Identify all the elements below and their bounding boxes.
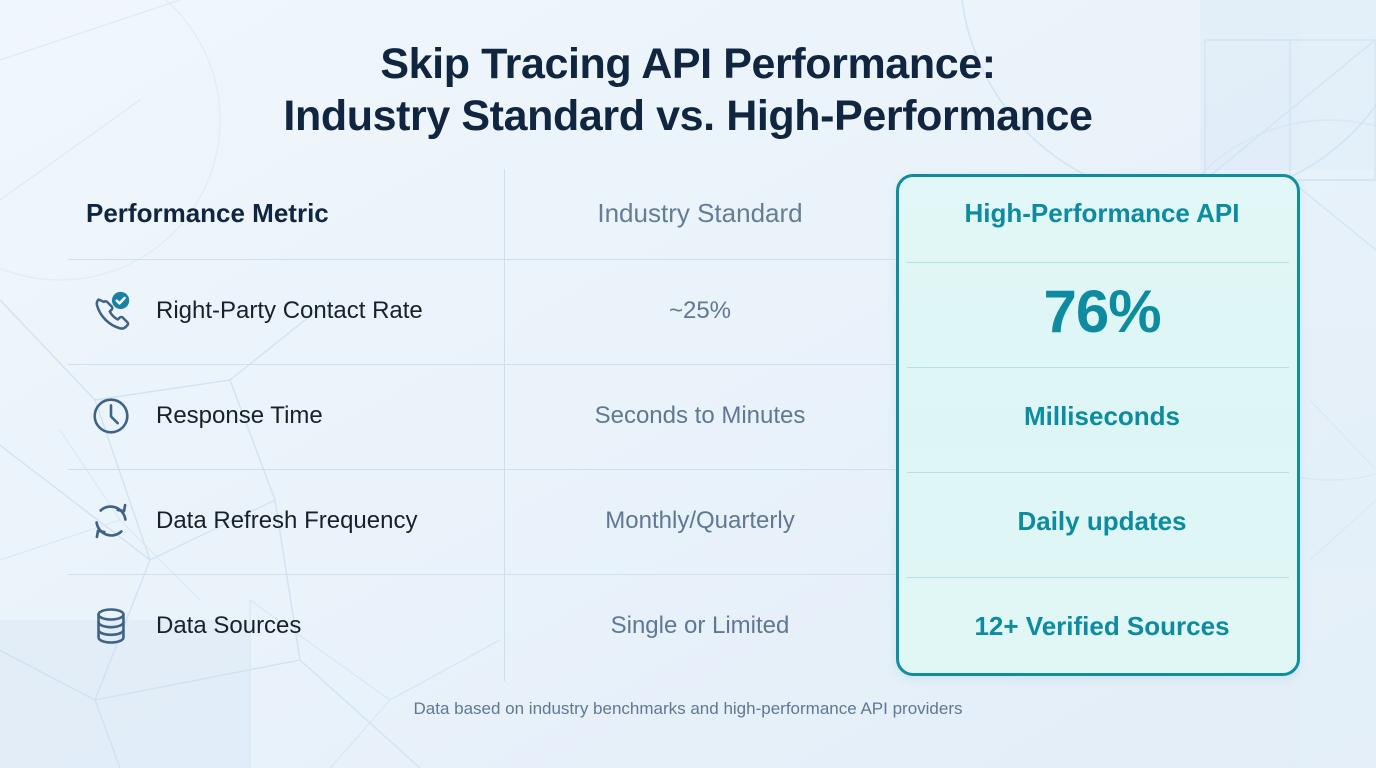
title-line-1: Skip Tracing API Performance: [380,40,996,88]
clock-icon [86,391,136,441]
refresh-icon [86,496,136,546]
high-value: 76% [1043,277,1161,345]
header-label-metric: Performance Metric [86,198,329,229]
database-icon [86,601,136,651]
table-row: Data Sources [68,574,504,679]
header-label-high: High-Performance API [964,198,1240,229]
metric-label: Data Sources [156,612,302,640]
standard-value-cell: Single or Limited [504,574,896,679]
metric-label: Data Refresh Frequency [156,507,418,535]
standard-value: ~25% [668,297,732,325]
high-value-cell: 12+ Verified Sources [896,574,1308,679]
standard-value-cell: ~25% [504,259,896,364]
title-line-2: Industry Standard vs. High-Performance [283,92,1093,141]
standard-value: Seconds to Minutes [594,402,806,430]
metric-label: Right-Party Contact Rate [156,297,423,325]
table-row: Right-Party Contact Rate [68,259,504,364]
comparison-table: Performance Metric Industry Standard Hig… [68,168,1308,681]
high-value: 12+ Verified Sources [974,610,1230,641]
header-cell-standard: Industry Standard [504,169,896,259]
high-value-cell: Milliseconds [896,364,1308,469]
header-label-standard: Industry Standard [597,198,803,229]
table-row: Data Refresh Frequency [68,469,504,574]
header-cell-high: High-Performance API [896,169,1308,259]
phone-check-icon [86,286,136,336]
standard-value-cell: Seconds to Minutes [504,364,896,469]
standard-value: Single or Limited [610,612,790,640]
footer-note: Data based on industry benchmarks and hi… [413,698,963,718]
table-row: Response Time [68,364,504,469]
page-title: Skip Tracing API Performance: Industry S… [0,38,1376,143]
standard-value-cell: Monthly/Quarterly [504,469,896,574]
high-value: Daily updates [1017,505,1187,536]
standard-value: Monthly/Quarterly [605,507,795,535]
high-value-cell: Daily updates [896,469,1308,574]
high-value: Milliseconds [1023,400,1181,431]
header-cell-metric: Performance Metric [68,169,504,259]
metric-label: Response Time [156,402,323,430]
high-value-cell: 76% [896,259,1308,364]
